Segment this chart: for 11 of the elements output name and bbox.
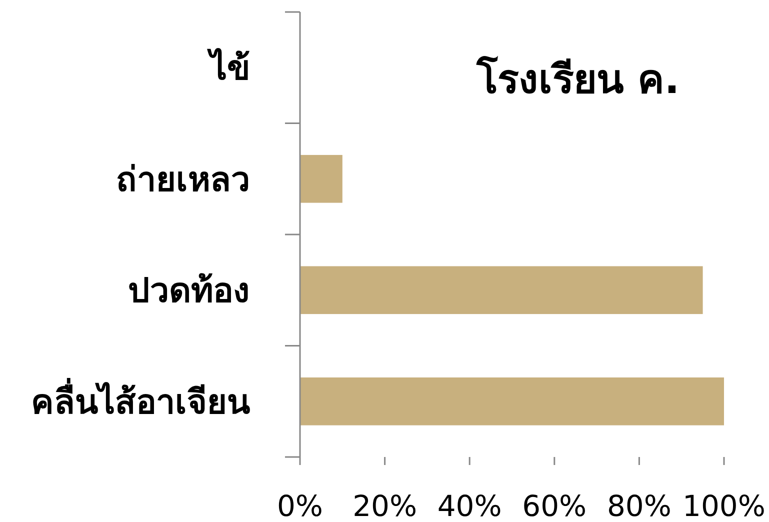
x-tick-label: 100% bbox=[682, 489, 766, 522]
x-tick-label: 80% bbox=[606, 489, 672, 522]
x-tick-label: 20% bbox=[352, 489, 418, 522]
x-tick-label: 40% bbox=[437, 489, 502, 522]
x-tick-label: 60% bbox=[522, 489, 587, 522]
y-tick-label: ไข้ bbox=[207, 48, 250, 89]
y-tick-label: ถ่ายเหลว bbox=[116, 160, 250, 200]
text: โรงเรียน ค. bbox=[475, 56, 680, 103]
y-tick-label: ปวดท้อง bbox=[128, 271, 250, 312]
x-tick-label: 0% bbox=[276, 489, 324, 522]
y-tick-label: คลื่นไส้อาเจียน bbox=[31, 377, 250, 422]
